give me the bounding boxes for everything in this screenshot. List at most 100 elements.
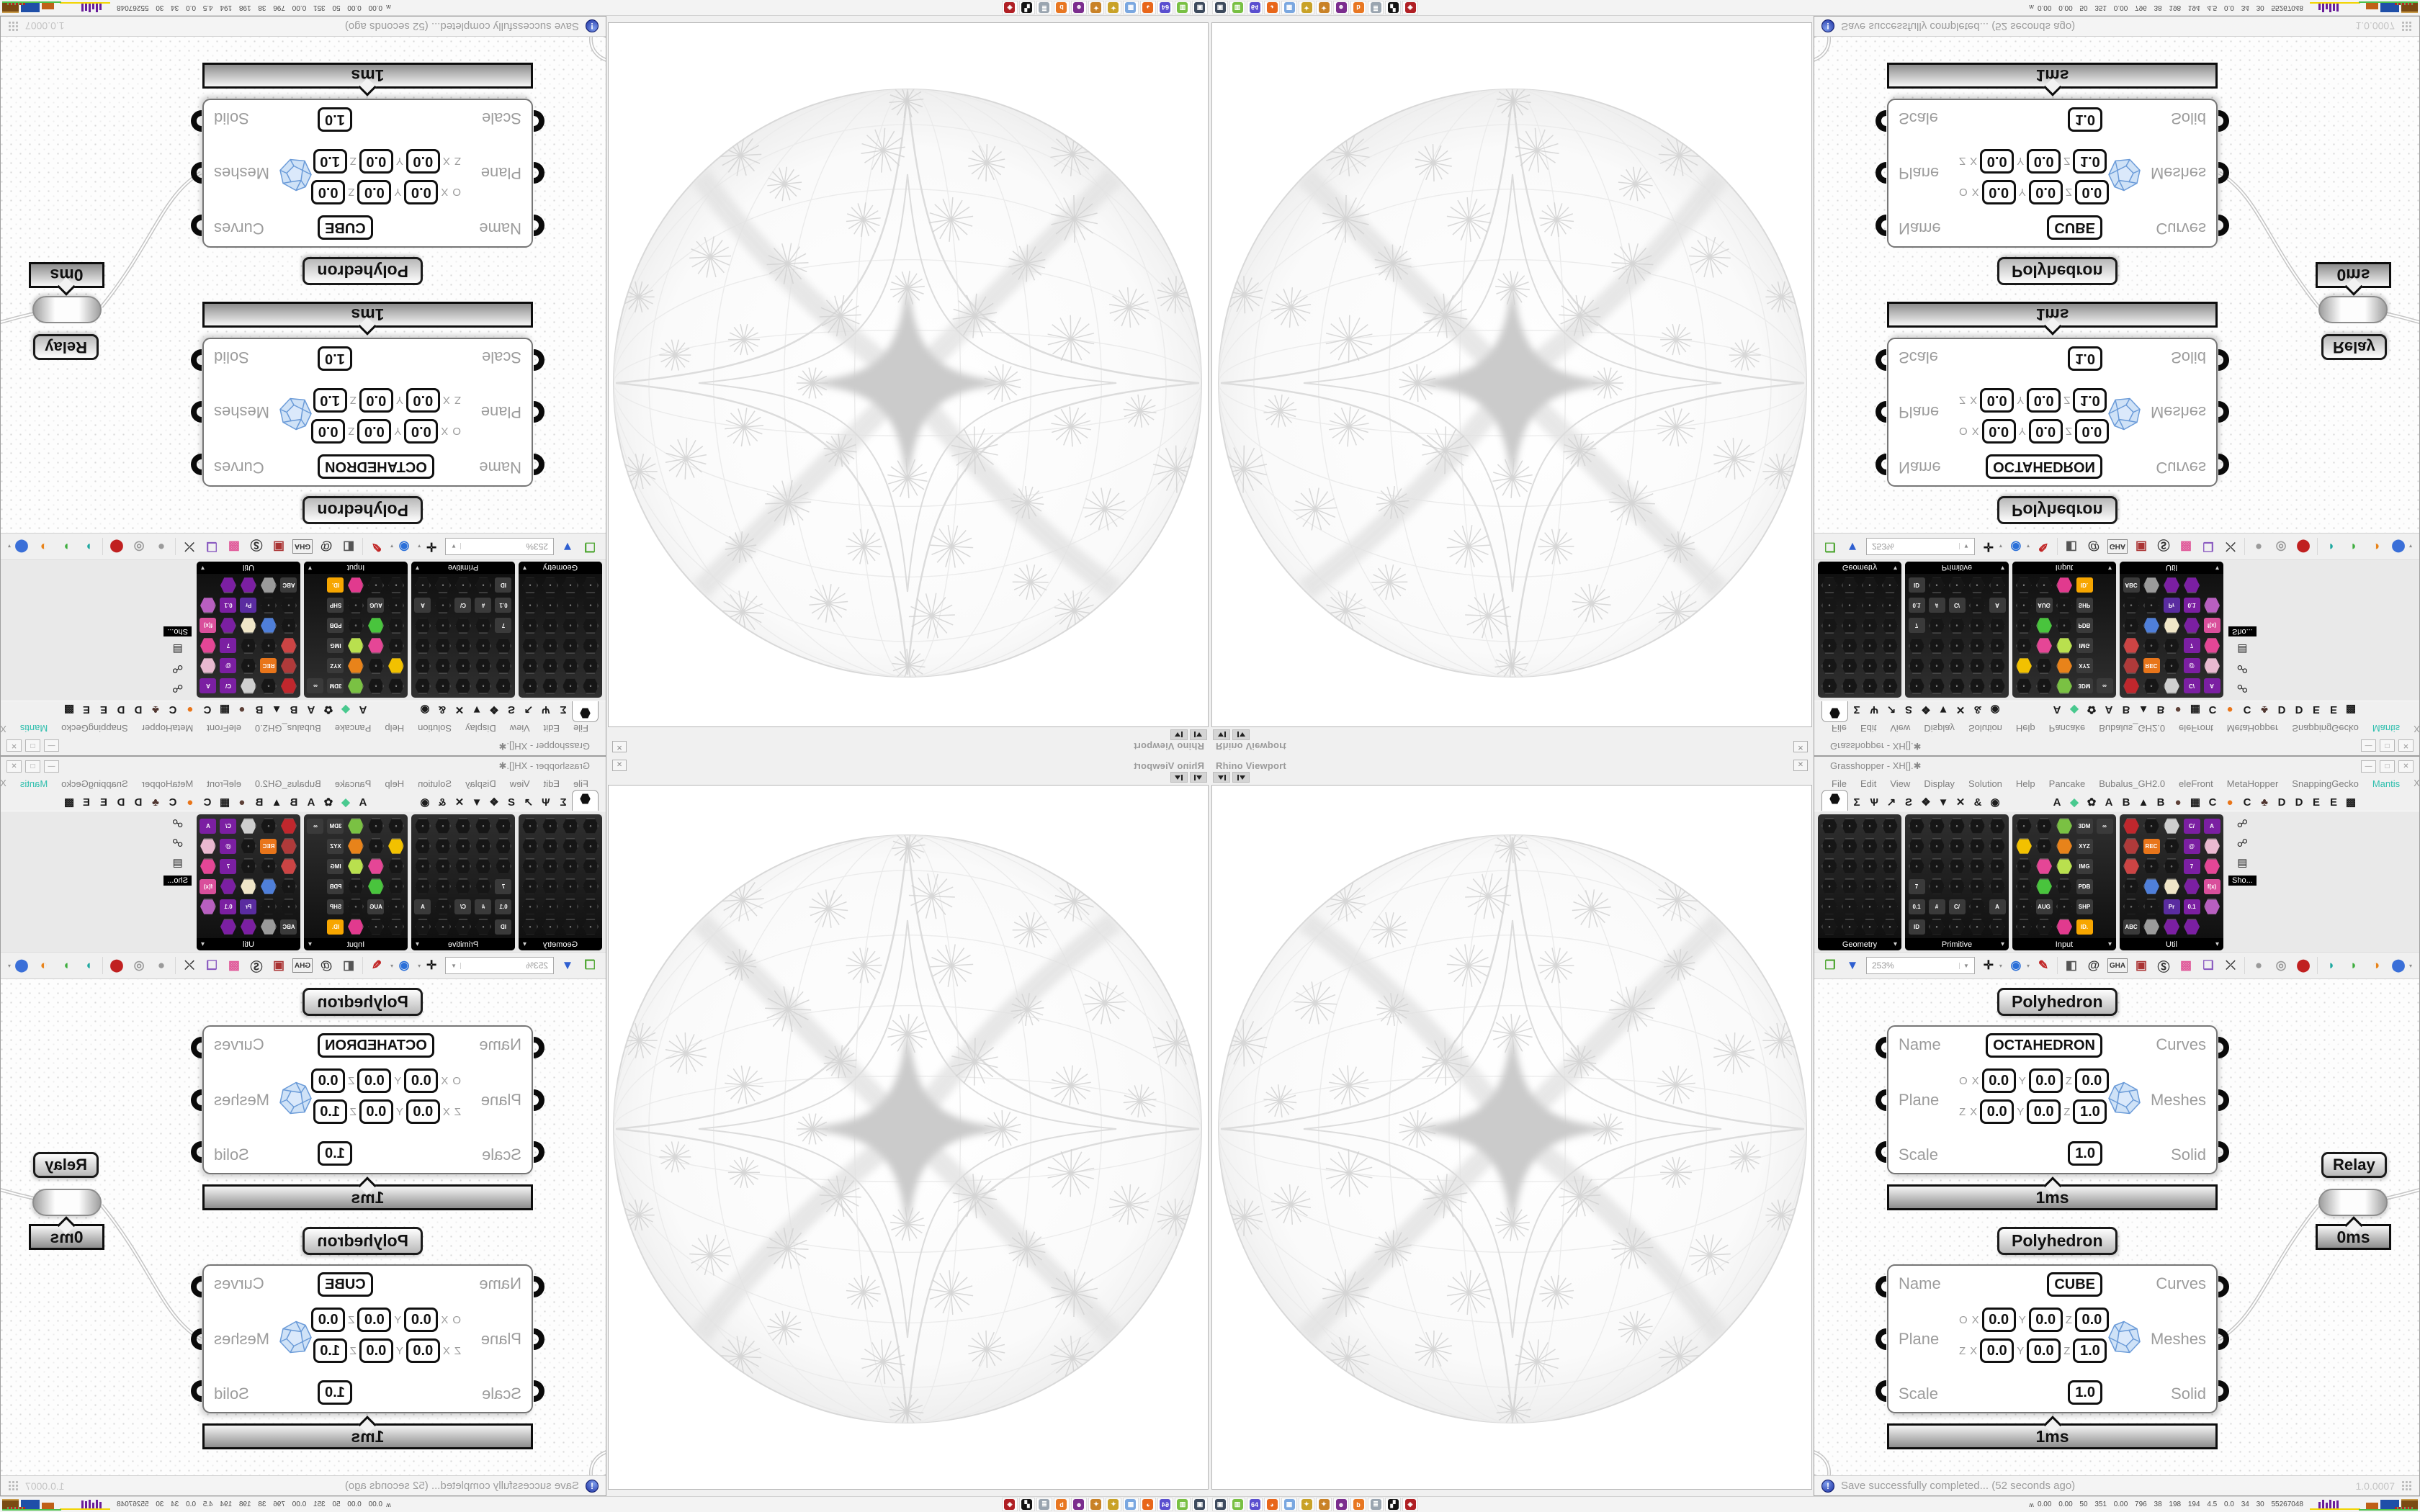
component-tab-21[interactable]: ● <box>2226 703 2233 716</box>
ball-orange-icon[interactable]: ◑ <box>2372 958 2380 972</box>
param-icon[interactable]: ◦ <box>414 577 431 594</box>
component-tab-24[interactable]: D <box>134 703 143 716</box>
param-icon[interactable]: REC <box>260 837 277 855</box>
param-icon[interactable] <box>2123 657 2140 675</box>
minimize-button[interactable]: — <box>44 739 59 752</box>
param-icon[interactable]: PDB <box>2076 617 2093 634</box>
param-icon[interactable]: ◦ <box>454 817 472 834</box>
resize-grip[interactable] <box>2401 21 2412 32</box>
param-icon[interactable]: f(x) <box>200 878 217 895</box>
param-icon[interactable] <box>2035 878 2053 895</box>
param-icon[interactable]: ◦ <box>280 898 297 915</box>
param-icon[interactable]: Pr <box>2163 597 2180 614</box>
chevron-down-icon[interactable]: ▼ <box>1959 962 1969 969</box>
param-icon[interactable]: ◦ <box>1928 918 1945 935</box>
component-tab-15[interactable]: B <box>2122 703 2130 716</box>
param-icon[interactable]: ◦ <box>414 657 431 675</box>
param-icon[interactable] <box>2123 637 2140 654</box>
viewport-tab-label[interactable]: Rhino Viewport <box>1216 760 1286 771</box>
component-tab-1[interactable]: Σ <box>1853 796 1860 809</box>
param-icon[interactable]: # <box>1928 597 1945 614</box>
param-icon[interactable] <box>2163 878 2180 895</box>
crossover-icon[interactable]: ⤫ <box>2226 958 2236 972</box>
component-tab-17[interactable]: B <box>2156 796 2165 809</box>
param-icon[interactable] <box>367 858 385 875</box>
param-icon[interactable]: ◦ <box>2015 817 2033 834</box>
component-tab-28[interactable]: ▩ <box>2345 796 2357 809</box>
param-icon[interactable]: ◦ <box>2015 678 2033 695</box>
param-icon[interactable]: ◦ <box>475 858 492 875</box>
param-icon[interactable]: ◦ <box>1861 577 1878 594</box>
param-icon[interactable]: AUG <box>367 597 385 614</box>
param-icon[interactable]: 0.1 <box>1908 597 1925 614</box>
blender-app[interactable]: b <box>1350 1498 1366 1511</box>
zoom-extents-icon[interactable]: ✛ <box>426 958 437 972</box>
param-icon[interactable] <box>2056 637 2073 654</box>
component-tab-15[interactable]: B <box>290 796 298 809</box>
param-icon[interactable]: ◦ <box>495 837 512 855</box>
paint-easel-2-app[interactable]: ✦ <box>1316 1498 1332 1511</box>
param-icon[interactable]: C/ <box>454 597 472 614</box>
save-file-icon[interactable]: ▼ <box>1846 540 1859 554</box>
viewport-splitter-left-button[interactable] <box>1213 729 1230 740</box>
param-icon[interactable]: ◦ <box>434 617 452 634</box>
param-icon[interactable] <box>260 617 277 634</box>
component-tab-20[interactable]: C <box>203 796 212 809</box>
save-file-icon[interactable]: ▼ <box>561 958 574 972</box>
param-icon[interactable] <box>367 637 385 654</box>
name-value-chip[interactable]: OCTAHEDRON <box>1986 454 2102 479</box>
param-icon[interactable]: ◦ <box>1908 637 1925 654</box>
component-tab-28[interactable]: ▩ <box>2345 703 2357 716</box>
menu-item-edit[interactable]: Edit <box>543 778 560 789</box>
name-value-chip[interactable]: OCTAHEDRON <box>318 1033 434 1058</box>
param-icon[interactable]: ◦ <box>1861 817 1878 834</box>
param-icon[interactable]: ◦ <box>542 637 559 654</box>
component-tab-21[interactable]: ● <box>187 796 194 809</box>
strip-icon[interactable]: ☍ <box>172 818 184 830</box>
sketch-pen-icon[interactable]: ✎ <box>2038 958 2049 972</box>
ball-green-icon[interactable]: ◗ <box>62 958 71 972</box>
param-icon[interactable]: ◦ <box>260 817 277 834</box>
param-icon[interactable]: ◦ <box>387 817 405 834</box>
component-tab-2[interactable]: Ѱ <box>1869 703 1879 716</box>
cylinder-grey-icon[interactable]: ◎ <box>2275 958 2287 972</box>
sphere-grey-icon[interactable]: ● <box>157 540 166 554</box>
param-icon[interactable] <box>2163 918 2180 935</box>
param-icon[interactable]: ◦ <box>562 637 579 654</box>
param-icon[interactable]: ∞ <box>2096 817 2113 834</box>
param-icon[interactable]: ◦ <box>542 817 559 834</box>
menu-item-elefront[interactable]: eleFront <box>207 723 241 734</box>
param-icon[interactable] <box>280 837 297 855</box>
package-icon[interactable]: ▩ <box>228 540 241 554</box>
param-icon[interactable]: AUG <box>2035 898 2053 915</box>
param-icon[interactable]: ◦ <box>542 898 559 915</box>
component-tab-26[interactable]: E <box>100 703 108 716</box>
param-icon[interactable]: ◦ <box>1908 837 1925 855</box>
param-icon[interactable]: ◦ <box>521 898 539 915</box>
strip-icon[interactable]: ☍ <box>2236 682 2248 694</box>
plane-value-chip[interactable]: 0.0 <box>2028 419 2063 444</box>
param-icon[interactable]: ◦ <box>1861 898 1878 915</box>
param-icon[interactable]: ◦ <box>387 678 405 695</box>
chevron-down-icon[interactable]: ▾ <box>418 543 421 550</box>
param-icon[interactable]: ◦ <box>1928 858 1945 875</box>
plane-value-chip[interactable]: 0.0 <box>2027 1338 2061 1363</box>
component-tab-25[interactable]: D <box>2295 796 2303 809</box>
system-monitor-app[interactable]: ▣ <box>1212 1498 1228 1511</box>
grasshopper-titlebar[interactable]: Grasshopper - XH[].✱ — □ ✕ <box>1814 737 2419 755</box>
param-icon[interactable]: ◦ <box>1948 918 1966 935</box>
resize-grip[interactable] <box>8 1480 19 1491</box>
param-icon[interactable]: AUG <box>2035 597 2053 614</box>
param-icon[interactable] <box>2163 817 2180 834</box>
component-tab-20[interactable]: C <box>2208 796 2217 809</box>
cylinder-red-icon[interactable]: ⬤ <box>2296 958 2311 972</box>
param-icon[interactable]: ◦ <box>1861 918 1878 935</box>
param-icon[interactable]: ◦ <box>1989 918 2006 935</box>
cylinder-red-icon[interactable]: ⬤ <box>109 540 124 554</box>
param-icon[interactable]: ◦ <box>260 597 277 614</box>
firefox-app[interactable]: ◕ <box>1140 1498 1156 1511</box>
component-tab-19[interactable]: ▦ <box>219 796 230 809</box>
strip-icon[interactable]: ▤ <box>2237 857 2248 869</box>
document-scroll-app[interactable]: ≣ <box>1368 1498 1384 1511</box>
param-icon[interactable]: ◦ <box>1989 817 2006 834</box>
